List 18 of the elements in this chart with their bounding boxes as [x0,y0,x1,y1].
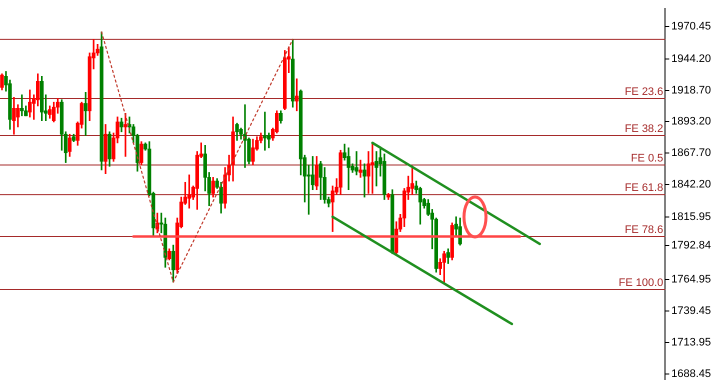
y-tick-label: 1739.45 [671,305,712,318]
ref-line-label: FE 61.8 [624,182,664,194]
y-tick-label: 1867.70 [671,147,712,160]
y-tick-label: 1944.20 [671,52,712,65]
y-tick-label: 1893.20 [671,116,712,128]
y-tick-label: 1970.45 [671,20,712,33]
ref-line-label: FE 38.2 [624,123,664,136]
ref-line-label: FE 0.5 [630,152,664,165]
y-tick-label: 1815.95 [671,210,712,223]
y-tick-label: 1688.45 [671,368,712,380]
y-tick-label: 1713.95 [671,336,712,349]
ref-line-label: FE 23.6 [624,86,664,98]
y-tick-label: 1764.95 [671,274,712,286]
ref-line-label: FE 100.0 [618,277,664,290]
ref-line-label: FE 78.6 [624,224,664,236]
y-tick-label: 1918.70 [671,84,712,96]
y-tick-label: 1842.20 [671,178,712,191]
y-tick-label: 1792.84 [671,239,712,252]
